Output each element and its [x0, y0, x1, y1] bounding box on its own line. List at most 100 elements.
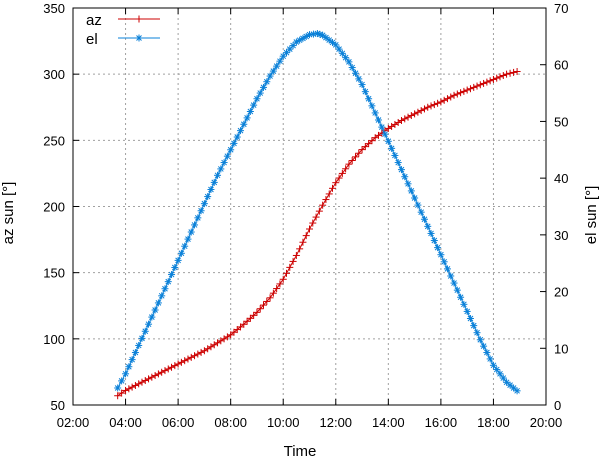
x-tick-label: 06:00 [162, 415, 195, 430]
data-point-el [411, 194, 419, 202]
data-point-el [250, 101, 258, 109]
legend-label-el: el [86, 31, 98, 48]
data-point-el [447, 272, 455, 280]
data-point-az [424, 103, 432, 111]
data-point-az [256, 305, 264, 313]
data-point-el [131, 349, 139, 357]
data-point-az [503, 70, 511, 78]
x-tick-label: 04:00 [109, 415, 142, 430]
data-point-az [184, 355, 192, 363]
axis-ticks [72, 7, 547, 406]
legend-marker-az [135, 15, 143, 23]
data-point-el [200, 200, 208, 208]
y-right-axis-title: el sun [°] [583, 186, 599, 245]
data-point-az [466, 85, 474, 93]
data-point-az [401, 115, 409, 123]
data-point-el [273, 62, 281, 70]
data-point-az [355, 149, 363, 157]
data-point-el [230, 139, 238, 147]
data-point-az [486, 77, 494, 85]
data-point-el [171, 263, 179, 271]
data-point-el [443, 265, 451, 273]
data-point-az [168, 363, 176, 371]
data-point-el [204, 193, 212, 201]
data-point-el [161, 285, 169, 293]
data-point-el [207, 185, 215, 193]
data-point-az [434, 99, 442, 107]
data-point-az [328, 184, 336, 192]
data-point-el [499, 374, 507, 382]
data-point-el [141, 327, 149, 335]
data-point-el [368, 102, 376, 110]
data-point-az [496, 73, 504, 81]
y-left-axis-title: az sun [°] [0, 182, 17, 245]
data-point-az [122, 386, 130, 394]
data-point-el [246, 108, 254, 116]
data-point-az [411, 110, 419, 118]
data-point-el [427, 229, 435, 237]
data-point-el [460, 300, 468, 308]
data-point-el [240, 120, 248, 128]
data-point-el [463, 307, 471, 315]
data-point-az [457, 89, 465, 97]
data-point-az [345, 160, 353, 168]
data-point-el [177, 249, 185, 257]
data-point-el [480, 342, 488, 350]
data-point-az [197, 348, 205, 356]
data-point-az [125, 385, 133, 393]
data-point-el [391, 151, 399, 159]
data-point-el [237, 127, 245, 135]
y-right-tick-label: 50 [554, 114, 568, 129]
data-point-az [325, 190, 333, 198]
data-point-az [315, 207, 323, 215]
data-point-el [397, 166, 405, 174]
data-point-el [332, 41, 340, 49]
data-point-el [348, 64, 356, 72]
data-point-az [470, 83, 478, 91]
data-point-el [440, 258, 448, 266]
data-point-el [243, 114, 251, 122]
data-point-el [394, 159, 402, 167]
data-point-az [480, 79, 488, 87]
data-point-el [154, 299, 162, 307]
data-point-az [263, 297, 271, 305]
data-point-az [158, 368, 166, 376]
data-point-el [289, 42, 297, 50]
data-point-el [414, 201, 422, 209]
data-point-az [453, 90, 461, 98]
data-point-el [434, 244, 442, 252]
data-point-az [319, 201, 327, 209]
data-point-el [122, 370, 130, 378]
data-point-az [404, 113, 412, 121]
data-point-az [309, 219, 317, 227]
data-point-az [154, 370, 162, 378]
data-point-az [269, 289, 277, 297]
y-left-tick-label: 350 [43, 1, 65, 16]
data-point-az [312, 213, 320, 221]
data-point-az [292, 251, 300, 259]
series-layer [114, 30, 521, 400]
data-point-el [233, 133, 241, 141]
data-point-el [256, 89, 264, 97]
data-point-el [420, 215, 428, 223]
data-point-el [473, 329, 481, 337]
data-point-el [151, 306, 159, 314]
data-point-el [450, 279, 458, 287]
grid-lines [73, 8, 546, 405]
data-point-az [493, 74, 501, 82]
data-point-az [302, 232, 310, 240]
y-left-tick-label: 100 [43, 332, 65, 347]
y-left-tick-label: 150 [43, 266, 65, 281]
data-point-el [158, 292, 166, 300]
data-point-el [168, 271, 176, 279]
data-point-az [260, 301, 268, 309]
data-point-az [351, 153, 359, 161]
data-point-az [368, 137, 376, 145]
data-point-el [263, 78, 271, 86]
y-right-tick-label: 10 [554, 341, 568, 356]
data-point-el [191, 221, 199, 229]
data-point-el [276, 57, 284, 65]
data-point-el [338, 49, 346, 57]
data-point-az [306, 225, 313, 233]
